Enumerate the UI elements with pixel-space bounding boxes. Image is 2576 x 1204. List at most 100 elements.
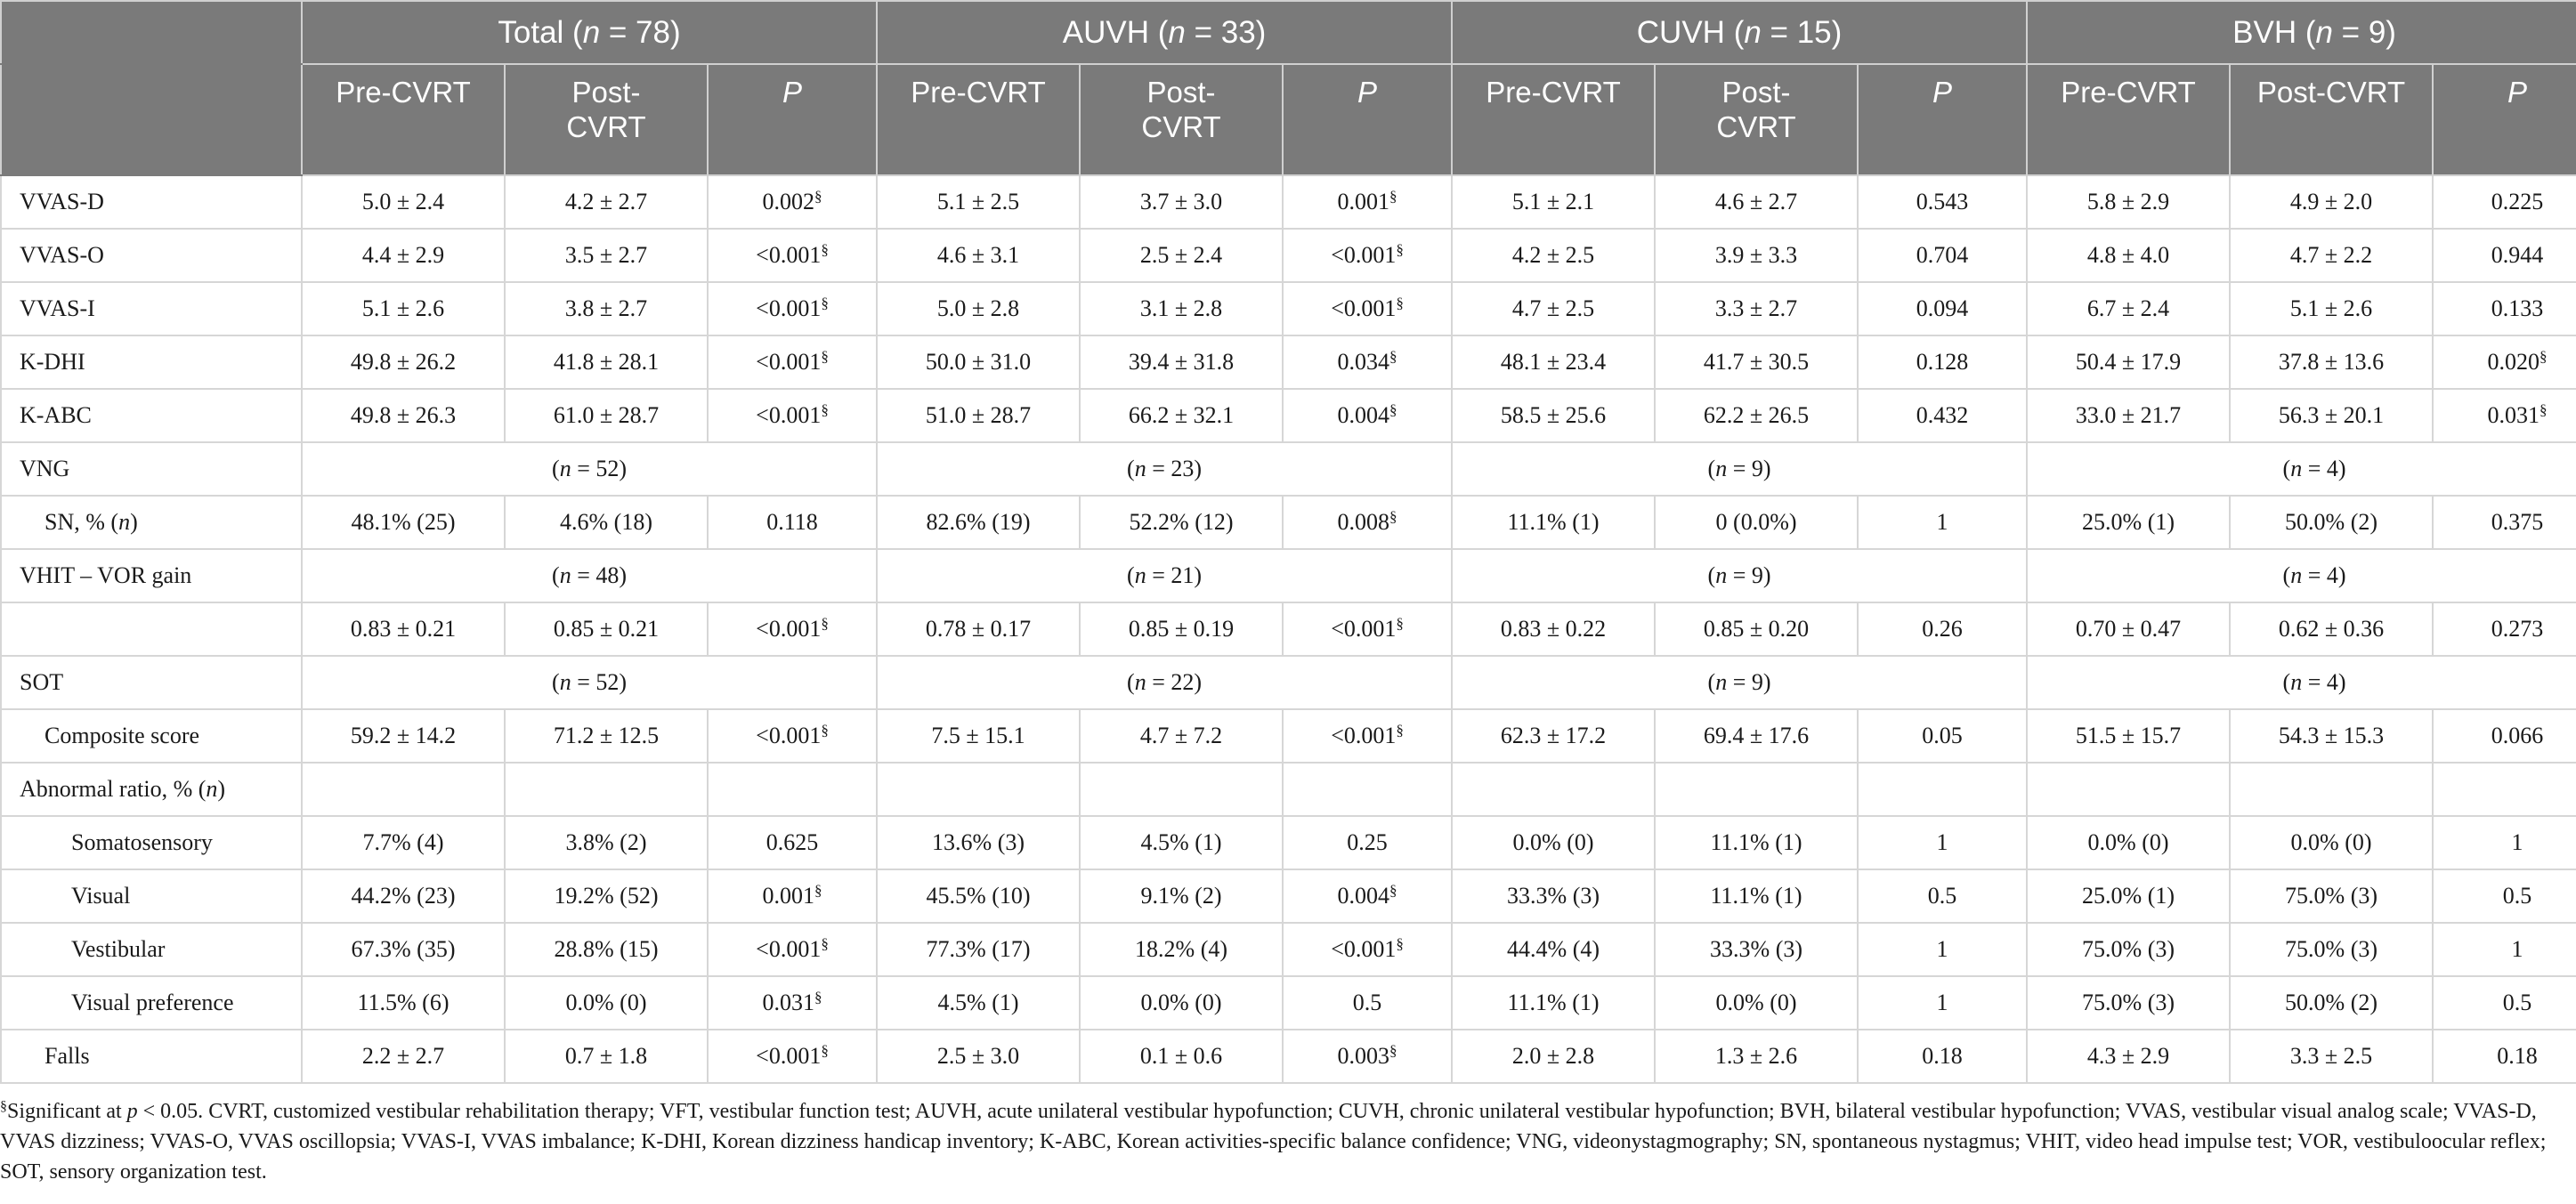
pre-cvrt-cell: 4.6 ± 3.1 [876,228,1081,283]
pre-cvrt-cell: 44.2% (23) [301,869,506,924]
p-value-cell: 1 [1857,495,2029,550]
pre-cvrt-cell: 82.6% (19) [876,495,1081,550]
pre-cvrt-cell: 4.7 ± 2.5 [1451,281,1657,336]
post-cvrt-cell: 11.1% (1) [1654,815,1859,870]
pre-cvrt-cell: 51.0 ± 28.7 [876,388,1081,443]
pre-cvrt-cell: 5.0 ± 2.8 [876,281,1081,336]
post-cvrt-cell: 1.3 ± 2.6 [1654,1029,1859,1084]
group-count-value: = 78) [600,14,681,50]
post-cvrt-cell: 69.4 ± 17.6 [1654,708,1859,764]
table-row: VVAS-D 5.0 ± 2.4 4.2 ± 2.7 0.002§ 5.1 ± 2.5 3… [0,174,2576,230]
post-cvrt-cell: 11.1% (1) [1654,869,1859,924]
pre-cvrt-cell: 4.8 ± 4.0 [2026,228,2232,283]
table-row: SN, % (n) 48.1% (25) 4.6% (18) 0.118 82.6% (… [0,495,2576,550]
group-header: CUVH (n = 15) [1451,0,2029,65]
row-label: Visual [0,869,303,924]
table-body: VVAS-D 5.0 ± 2.4 4.2 ± 2.7 0.002§ 5.1 ± 2.5 3… [0,174,2576,1084]
post-cvrt-cell: 3.3 ± 2.5 [2229,1029,2434,1084]
p-value-cell: <0.001§ [706,602,879,657]
p-value-cell: <0.001§ [1282,708,1454,764]
group-sample-size: (n = 9) [1451,655,2029,710]
pre-cvrt-cell: 2.0 ± 2.8 [1451,1029,1657,1084]
pre-cvrt-cell: 49.8 ± 26.3 [301,388,506,443]
group-count-open: ( [1733,14,1745,50]
p-value-cell: 0.944 [2432,228,2576,283]
post-cvrt-cell: 4.7 ± 2.2 [2229,228,2434,283]
p-value-cell: <0.001§ [1282,602,1454,657]
group-sample-size: (n = 52) [300,441,879,497]
p-value-cell: <0.001§ [706,1029,879,1084]
p-value-cell: 0.432 [1857,388,2029,443]
group-header: Total (n = 78) [300,0,879,65]
column-label: P [1357,76,1378,109]
group-sample-size: (n = 23) [876,441,1454,497]
post-cvrt-cell: 4.9 ± 2.0 [2229,174,2434,230]
row-label: K-ABC [0,388,303,443]
group-count-value: = 33) [1185,14,1267,50]
post-cvrt-cell: 50.0% (2) [2229,495,2434,550]
row-label: SN, % (n) [0,495,303,550]
pre-cvrt-cell: 0.0% (0) [1451,815,1657,870]
pre-cvrt-cell: 0.78 ± 0.17 [876,602,1081,657]
pre-cvrt-cell: 11.1% (1) [1451,975,1657,1030]
post-cvrt-cell: 0.7 ± 1.8 [504,1029,709,1084]
p-value-cell: 0.003§ [1282,1029,1454,1084]
pre-cvrt-cell: 48.1% (25) [301,495,506,550]
p-value-cell: 0.5 [1282,975,1454,1030]
footnote-condition-var: p [126,1100,138,1123]
post-cvrt-cell: 0.85 ± 0.19 [1079,602,1284,657]
table-row: VVAS-O 4.4 ± 2.9 3.5 ± 2.7 <0.001§ 4.6 ± 3.1… [0,228,2576,283]
pre-cvrt-cell: 33.0 ± 21.7 [2026,388,2232,443]
pre-cvrt-cell: 67.3% (35) [301,922,506,977]
post-cvrt-cell: 0 (0.0%) [1654,495,1859,550]
p-value-cell: <0.001§ [1282,922,1454,977]
post-cvrt-cell: 54.3 ± 15.3 [2229,708,2434,764]
pre-cvrt-cell: 5.1 ± 2.6 [301,281,506,336]
p-value-cell: 0.066 [2432,708,2576,764]
column-label: P [1932,76,1953,109]
p-value-cell: 0.031§ [2432,388,2576,443]
p-value-cell: 0.020§ [2432,335,2576,390]
row-label: SOT [0,655,303,710]
post-cvrt-cell: 71.2 ± 12.5 [504,708,709,764]
post-cvrt-cell: 37.8 ± 13.6 [2229,335,2434,390]
significance-mark: § [2540,348,2548,365]
post-cvrt-cell: 0.0% (0) [1079,975,1284,1030]
pre-cvrt-cell: 2.2 ± 2.7 [301,1029,506,1084]
post-cvrt-cell: 28.8% (15) [504,922,709,977]
pre-cvrt-cell: 59.2 ± 14.2 [301,708,506,764]
pre-cvrt-cell: 50.0 ± 31.0 [876,335,1081,390]
p-value-cell: 0.375 [2432,495,2576,550]
post-cvrt-cell [2229,762,2434,817]
p-value-cell: 0.18 [2432,1029,2576,1084]
post-cvrt-cell: 3.8% (2) [504,815,709,870]
header-corner [0,0,303,65]
significance-mark: § [1389,882,1397,899]
pre-cvrt-cell: 75.0% (3) [2026,922,2232,977]
pre-cvrt-cell: 7.7% (4) [301,815,506,870]
post-cvrt-cell: 66.2 ± 32.1 [1079,388,1284,443]
significance-mark: § [821,401,829,418]
group-sample-size: (n = 21) [876,548,1454,603]
row-label: VVAS-D [0,174,303,230]
pre-cvrt-cell: 44.4% (4) [1451,922,1657,977]
group-name: Total [498,14,564,50]
column-label: P [782,76,803,109]
p-value-cell: <0.001§ [1282,281,1454,336]
footnote-lead: Significant at [7,1100,127,1123]
group-count-var: n [1744,14,1762,50]
post-cvrt-cell: 4.7 ± 7.2 [1079,708,1284,764]
p-value-cell: 0.034§ [1282,335,1454,390]
row-label: VVAS-I [0,281,303,336]
pre-cvrt-cell: 0.70 ± 0.47 [2026,602,2232,657]
significance-mark: § [821,722,829,739]
post-cvrt-header: Post- CVRT [1654,63,1859,176]
pre-cvrt-cell: 0.0% (0) [2026,815,2232,870]
significance-mark: § [814,882,822,899]
post-cvrt-cell: 3.5 ± 2.7 [504,228,709,283]
table-row: Visual preference 11.5% (6) 0.0% (0) 0.031§… [0,975,2576,1030]
group-name: CUVH [1636,14,1725,50]
p-value-cell: 0.002§ [706,174,879,230]
row-label: Visual preference [0,975,303,1030]
p-value-cell: 0.001§ [1282,174,1454,230]
